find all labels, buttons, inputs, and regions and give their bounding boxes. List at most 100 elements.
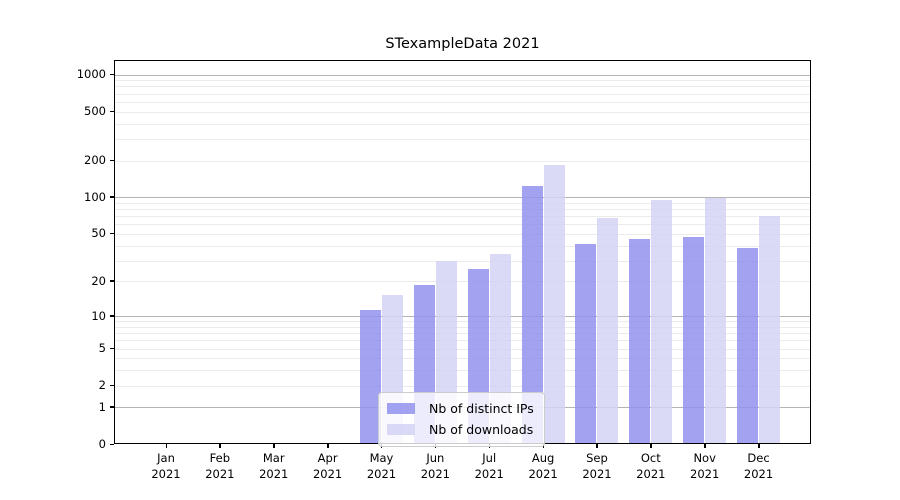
x-label-year: 2021 — [743, 466, 774, 481]
legend-label-downloads: Nb of downloads — [429, 422, 534, 437]
minor-gridline — [115, 326, 810, 328]
bar-ips-may — [359, 309, 381, 443]
bar-downloads-nov — [705, 198, 727, 443]
minor-gridline — [115, 348, 810, 350]
major-gridline — [115, 197, 810, 199]
y-tick-label: 500 — [84, 104, 106, 119]
chart-title: STexampleData 2021 — [385, 36, 540, 52]
x-tick — [704, 444, 706, 448]
y-tick — [110, 347, 114, 350]
bar-ips-oct — [629, 239, 651, 443]
legend-item-distinct-ips: Nb of distinct IPs — [387, 398, 534, 419]
x-label-year: 2021 — [528, 466, 558, 481]
minor-gridline — [115, 224, 810, 226]
minor-gridline — [115, 80, 810, 82]
y-tick — [110, 443, 114, 445]
minor-gridline — [115, 101, 810, 103]
legend-item-downloads: Nb of downloads — [387, 419, 534, 440]
y-tick-label: 20 — [91, 273, 106, 288]
y-tick — [110, 232, 114, 235]
x-tick — [758, 444, 760, 448]
legend-label-distinct-ips: Nb of distinct IPs — [429, 401, 534, 416]
x-tick — [650, 444, 652, 448]
y-tick — [110, 384, 114, 387]
y-tick — [110, 110, 114, 113]
minor-gridline — [115, 385, 810, 387]
y-tick-label: 2 — [98, 378, 106, 393]
y-tick — [110, 406, 114, 408]
y-tick-label: 0 — [98, 437, 106, 451]
minor-gridline — [115, 111, 810, 113]
x-label-month: Oct — [640, 451, 661, 465]
x-tick-label: Apr 2021 — [296, 451, 360, 482]
y-tick-label: 100 — [84, 189, 106, 204]
minor-gridline — [115, 260, 810, 262]
x-label-month: May — [369, 451, 394, 465]
x-label-year: 2021 — [636, 466, 666, 481]
x-label-month: Dec — [747, 451, 770, 465]
x-tick — [596, 444, 598, 448]
bar-ips-aug — [521, 186, 543, 443]
bar-ips-dec — [737, 248, 759, 443]
x-tick-label: Jul 2021 — [457, 451, 521, 482]
minor-gridline — [115, 245, 810, 247]
y-tick — [110, 196, 114, 198]
major-gridline — [115, 316, 810, 318]
bar-downloads-dec — [759, 215, 781, 443]
bar-ips-nov — [683, 236, 705, 443]
bar-downloads-sep — [597, 217, 619, 443]
x-tick-label: Dec 2021 — [727, 451, 791, 482]
x-label-year: 2021 — [205, 466, 235, 481]
x-label-year: 2021 — [366, 466, 397, 481]
x-tick-label: Sep 2021 — [565, 451, 629, 482]
minor-gridline — [115, 93, 810, 95]
x-label-month: Jan — [157, 451, 175, 465]
minor-gridline — [115, 281, 810, 283]
x-label-year: 2021 — [690, 466, 720, 481]
minor-gridline — [115, 123, 810, 125]
x-tick — [273, 444, 275, 448]
y-tick-label: 1000 — [76, 67, 106, 82]
x-tick-label: Aug 2021 — [511, 451, 575, 482]
y-tick-label: 1 — [98, 399, 106, 414]
x-label-year: 2021 — [259, 466, 289, 481]
x-tick-label: Jan 2021 — [134, 451, 198, 482]
x-label-year: 2021 — [474, 466, 504, 481]
minor-gridline — [115, 333, 810, 335]
x-label-month: Feb — [209, 451, 231, 465]
x-tick — [219, 444, 221, 448]
x-label-month: Apr — [317, 451, 338, 465]
x-label-month: Nov — [693, 451, 716, 465]
y-tick-label: 200 — [84, 153, 106, 167]
legend: Nb of distinct IPs Nb of downloads — [378, 392, 545, 447]
legend-swatch-downloads — [387, 424, 415, 435]
major-gridline — [115, 74, 810, 76]
x-label-month: Aug — [531, 451, 555, 465]
y-tick-label: 50 — [91, 226, 106, 241]
minor-gridline — [115, 209, 810, 211]
x-tick-label: Oct 2021 — [619, 451, 683, 482]
minor-gridline — [115, 370, 810, 372]
x-label-year: 2021 — [151, 466, 181, 481]
x-tick-label: Nov 2021 — [673, 451, 737, 482]
bar-downloads-oct — [651, 200, 673, 443]
bar-ips-sep — [575, 244, 597, 443]
minor-gridline — [115, 321, 810, 323]
y-tick — [110, 280, 114, 282]
x-label-year: 2021 — [420, 466, 450, 481]
minor-gridline — [115, 86, 810, 88]
bar-downloads-aug — [543, 164, 565, 443]
x-label-month: Jun — [426, 451, 445, 465]
x-tick-label: Mar 2021 — [242, 451, 306, 482]
minor-gridline — [115, 160, 810, 162]
x-label-month: Sep — [586, 451, 608, 465]
minor-gridline — [115, 358, 810, 360]
y-tick — [110, 159, 114, 161]
y-tick-label: 10 — [91, 308, 106, 323]
legend-swatch-ips — [387, 403, 415, 414]
y-tick — [110, 315, 114, 317]
x-tick-label: May 2021 — [349, 451, 413, 482]
minor-gridline — [115, 202, 810, 204]
x-label-month: Jul — [482, 451, 497, 465]
